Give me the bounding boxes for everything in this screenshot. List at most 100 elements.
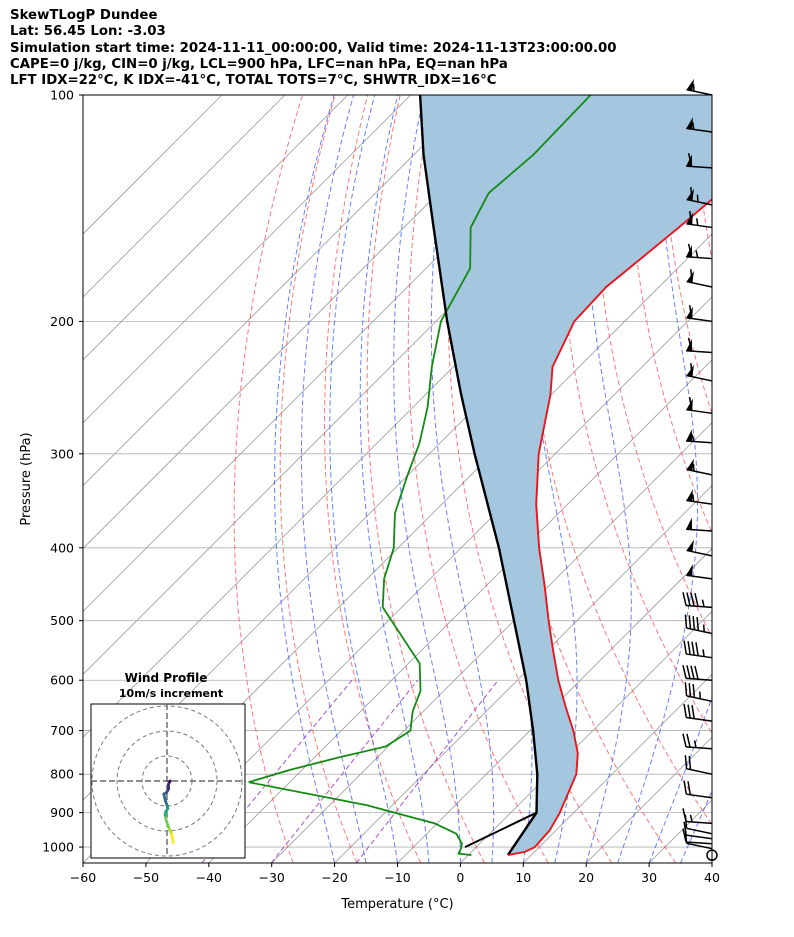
wind-barb-flag xyxy=(692,683,696,698)
wind-barb-shaft xyxy=(686,574,713,580)
dry-adiabat xyxy=(726,95,794,863)
moist-adiabat xyxy=(680,789,712,863)
hodograph-plot xyxy=(91,704,245,858)
wind-barb-pennant xyxy=(686,539,694,552)
wind-barb-shaft xyxy=(686,841,713,845)
wind-barb-shaft xyxy=(686,468,713,476)
wind-barb xyxy=(686,78,713,96)
wind-barb-flag xyxy=(688,755,692,770)
wind-barb-pennant xyxy=(686,517,692,530)
wind-barb-flag xyxy=(688,683,692,697)
isotherm-line xyxy=(271,422,712,863)
isotherm-line xyxy=(83,95,349,361)
hodograph-title: Wind Profile xyxy=(125,671,208,685)
hodograph-ring xyxy=(91,705,243,857)
wind-barb-shaft xyxy=(686,349,713,354)
wind-barb-flag xyxy=(688,305,693,319)
wind-barb-pennant xyxy=(686,458,694,471)
wind-barb xyxy=(686,117,713,133)
mixing-ratio-line xyxy=(201,679,353,863)
x-tick-label: 10 xyxy=(515,870,531,885)
x-tick-label: 40 xyxy=(704,870,720,885)
isotherm-line xyxy=(460,610,712,863)
y-tick-label: 100 xyxy=(50,88,74,103)
wind-barb-flag xyxy=(683,780,687,795)
y-tick-label: 700 xyxy=(50,723,74,738)
wind-barb-flag xyxy=(687,641,691,655)
wind-barb-flag xyxy=(691,641,695,656)
dry-adiabat xyxy=(407,95,549,863)
wind-barb-flag xyxy=(687,781,691,795)
moist-adiabat xyxy=(274,95,336,863)
wind-barb-flag xyxy=(682,592,687,606)
y-tick-label: 300 xyxy=(50,446,74,461)
wind-barb-flag xyxy=(694,592,699,607)
wind-barb-shaft xyxy=(686,408,713,415)
wind-barb xyxy=(686,517,713,532)
y-tick-label: 900 xyxy=(50,805,74,820)
isotherm-line xyxy=(523,673,712,863)
wind-barb-shaft xyxy=(686,317,713,323)
wind-barb xyxy=(684,755,713,775)
wind-barb-half-flag xyxy=(693,740,697,748)
wind-barb xyxy=(686,429,713,444)
wind-barb-half-flag xyxy=(692,463,695,472)
wind-barb-pennant xyxy=(686,564,693,577)
hodograph-ring xyxy=(116,730,218,832)
wind-barb-pennant xyxy=(686,117,693,130)
isotherm-line xyxy=(83,95,223,235)
dry-adiabat xyxy=(558,95,712,735)
y-tick-label: 400 xyxy=(50,540,74,555)
wind-barb-half-flag xyxy=(702,649,705,657)
wind-barb-pennant xyxy=(686,270,694,283)
dry-adiabat xyxy=(279,95,358,863)
wind-barb xyxy=(686,243,713,260)
isotherm-line xyxy=(711,862,712,863)
parcel-path-line xyxy=(418,95,539,856)
x-tick-label: −10 xyxy=(384,870,410,885)
x-tick-label: −50 xyxy=(133,870,159,885)
wind-barb xyxy=(684,814,713,835)
wind-barb xyxy=(686,337,713,354)
dry-adiabat xyxy=(233,95,303,863)
wind-barb-flag xyxy=(687,153,693,167)
wind-barb xyxy=(683,780,713,799)
wind-barb xyxy=(683,821,713,840)
wind-barb-shaft xyxy=(686,827,713,835)
wind-barb-half-flag xyxy=(696,194,699,202)
isotherm-line xyxy=(397,547,712,863)
x-tick-label: −20 xyxy=(321,870,347,885)
moist-adiabat xyxy=(648,695,712,863)
temperature-line xyxy=(507,198,712,857)
wind-barb-half-flag xyxy=(702,624,705,632)
wind-barb-pennant xyxy=(686,364,694,377)
wind-barb-flag xyxy=(682,733,687,748)
wind-barb xyxy=(682,808,713,825)
wind-barb-shaft xyxy=(686,223,713,229)
wind-barb-shaft xyxy=(686,820,713,825)
wind-barb xyxy=(684,614,713,635)
wind-barb-half-flag xyxy=(699,691,702,699)
wind-barb xyxy=(682,592,713,609)
wind-barb-shaft xyxy=(686,842,713,850)
moist-adiabat xyxy=(329,95,398,863)
hodograph-subtitle: 10m/s increment xyxy=(119,687,223,700)
wind-barb-flag xyxy=(687,704,691,719)
wind-barb-flag xyxy=(683,703,687,718)
wind-barb-flag xyxy=(690,665,695,680)
wind-barb-shaft xyxy=(686,280,713,288)
wind-barb-flag xyxy=(696,616,700,631)
mixing-ratio-line xyxy=(355,679,499,863)
title-times: Simulation start time: 2024-11-11_00:00:… xyxy=(10,40,617,56)
wind-barb xyxy=(683,640,713,659)
wind-barb-shaft xyxy=(686,374,713,382)
wind-barb-flag xyxy=(683,821,687,836)
cape-shading xyxy=(420,95,712,856)
x-tick-label: −30 xyxy=(259,870,285,885)
x-tick-label: 20 xyxy=(578,870,594,885)
x-tick-label: −40 xyxy=(196,870,222,885)
wind-barb-flag xyxy=(683,640,687,655)
wind-barb-flag xyxy=(692,616,696,630)
wind-barb-flag xyxy=(682,664,687,679)
